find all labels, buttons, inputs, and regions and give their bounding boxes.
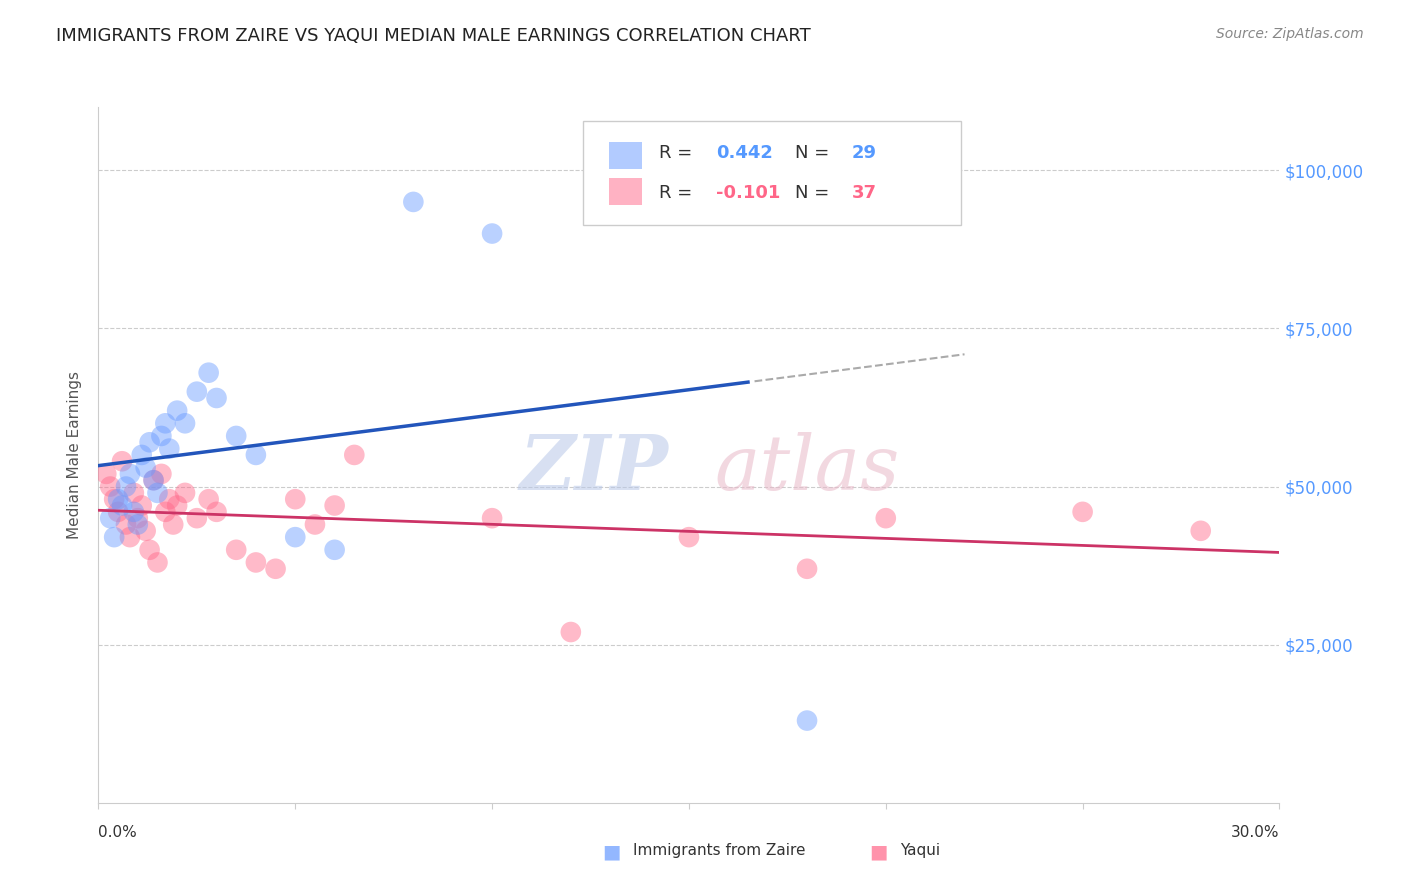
Point — [323, 542, 346, 557]
Point — [146, 486, 169, 500]
Text: ■: ■ — [869, 843, 889, 862]
Point — [115, 517, 138, 532]
Text: IMMIGRANTS FROM ZAIRE VS YAQUI MEDIAN MALE EARNINGS CORRELATION CHART: IMMIGRANTS FROM ZAIRE VS YAQUI MEDIAN MA… — [56, 27, 811, 45]
Point — [402, 194, 425, 209]
Point — [142, 473, 165, 487]
Point — [98, 511, 121, 525]
Point — [225, 429, 247, 443]
Point — [304, 517, 326, 532]
Text: Source: ZipAtlas.com: Source: ZipAtlas.com — [1216, 27, 1364, 41]
Point — [157, 442, 180, 456]
Point — [150, 467, 173, 481]
Point — [560, 625, 582, 640]
Point — [115, 479, 138, 493]
Bar — [609, 142, 641, 169]
Text: ■: ■ — [602, 843, 621, 862]
Text: -0.101: -0.101 — [716, 184, 780, 202]
Point — [103, 492, 125, 507]
Point — [96, 467, 118, 481]
FancyBboxPatch shape — [582, 121, 960, 226]
Text: R =: R = — [659, 184, 699, 202]
Point — [284, 530, 307, 544]
Point — [131, 448, 153, 462]
Text: 0.0%: 0.0% — [98, 825, 138, 840]
Point — [122, 505, 145, 519]
Point — [103, 530, 125, 544]
Point — [166, 403, 188, 417]
Point — [127, 517, 149, 532]
Point — [875, 511, 897, 525]
Text: ZIP: ZIP — [520, 432, 669, 506]
Text: R =: R = — [659, 145, 699, 162]
Text: Immigrants from Zaire: Immigrants from Zaire — [633, 843, 806, 858]
Point — [127, 511, 149, 525]
Point — [796, 714, 818, 728]
Point — [174, 486, 197, 500]
Point — [135, 524, 157, 538]
Point — [162, 517, 184, 532]
Point — [1071, 505, 1094, 519]
Point — [205, 391, 228, 405]
Point — [678, 530, 700, 544]
Point — [111, 499, 134, 513]
Point — [155, 505, 177, 519]
Point — [107, 492, 129, 507]
Point — [107, 505, 129, 519]
Point — [98, 479, 121, 493]
Point — [131, 499, 153, 513]
Y-axis label: Median Male Earnings: Median Male Earnings — [67, 371, 83, 539]
Point — [157, 492, 180, 507]
Bar — [609, 178, 641, 205]
Point — [796, 562, 818, 576]
Text: N =: N = — [796, 184, 835, 202]
Point — [142, 473, 165, 487]
Text: N =: N = — [796, 145, 835, 162]
Text: 0.442: 0.442 — [716, 145, 773, 162]
Point — [481, 511, 503, 525]
Point — [118, 467, 141, 481]
Text: Yaqui: Yaqui — [900, 843, 941, 858]
Point — [174, 417, 197, 431]
Point — [111, 454, 134, 468]
Point — [343, 448, 366, 462]
Point — [245, 448, 267, 462]
Point — [138, 542, 160, 557]
Point — [166, 499, 188, 513]
Point — [197, 366, 219, 380]
Point — [186, 511, 208, 525]
Point — [245, 556, 267, 570]
Point — [155, 417, 177, 431]
Text: 37: 37 — [852, 184, 877, 202]
Text: 30.0%: 30.0% — [1232, 825, 1279, 840]
Point — [122, 486, 145, 500]
Point — [1189, 524, 1212, 538]
Point — [146, 556, 169, 570]
Point — [225, 542, 247, 557]
Text: 29: 29 — [852, 145, 877, 162]
Point — [678, 163, 700, 178]
Point — [138, 435, 160, 450]
Point — [323, 499, 346, 513]
Point — [118, 530, 141, 544]
Point — [284, 492, 307, 507]
Point — [186, 384, 208, 399]
Point — [481, 227, 503, 241]
Point — [135, 460, 157, 475]
Point — [264, 562, 287, 576]
Point — [205, 505, 228, 519]
Text: atlas: atlas — [714, 432, 900, 506]
Point — [150, 429, 173, 443]
Point — [197, 492, 219, 507]
